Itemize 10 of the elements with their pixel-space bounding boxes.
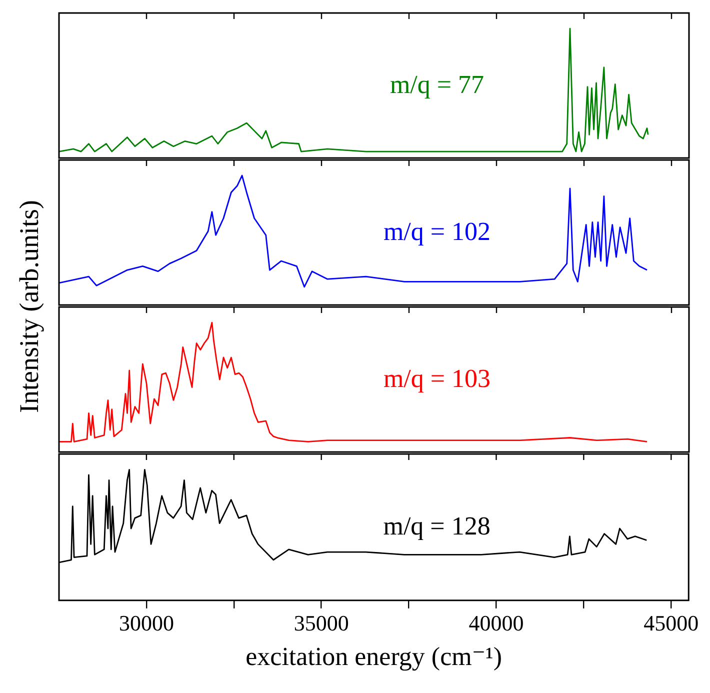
series-label: m/q = 103 — [383, 364, 491, 393]
series-label: m/q = 128 — [383, 512, 490, 541]
x-tick-label: 40000 — [468, 610, 524, 636]
x-tick-label: 30000 — [118, 610, 174, 636]
x-tick-label: 35000 — [294, 610, 349, 636]
x-tick-label: 45000 — [644, 610, 699, 636]
text: m/q = 77 — [390, 70, 484, 99]
x-axis-title: excitation energy (cm⁻¹) — [246, 642, 502, 672]
series-label: m/q = 102 — [383, 216, 491, 246]
y-axis-title: Intensity (arb.units) — [14, 200, 44, 412]
